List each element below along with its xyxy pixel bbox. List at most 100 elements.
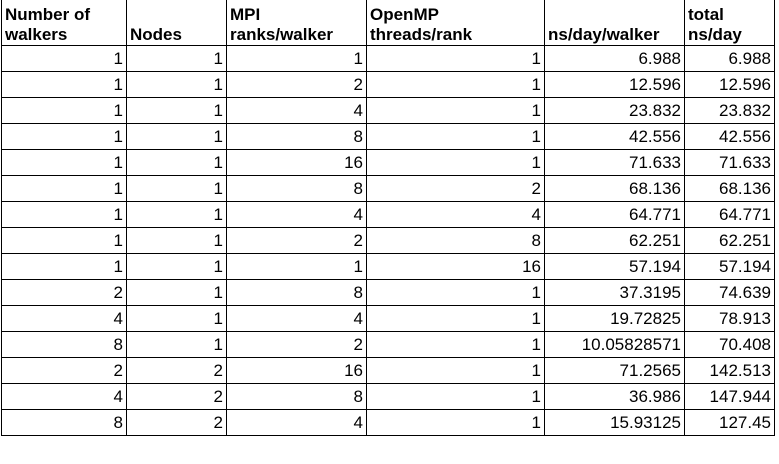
table-cell: 2	[226, 331, 367, 358]
table-row: 1 1 2 8 62.251 62.251	[1, 227, 775, 254]
column-header: Nodes	[126, 0, 227, 46]
table-cell: 1	[1, 227, 127, 254]
table-cell: 1	[1, 175, 127, 202]
table-cell: 62.251	[544, 227, 685, 254]
table-cell: 1	[126, 123, 227, 150]
table-cell: 127.45	[684, 409, 775, 436]
table-cell: 68.136	[684, 175, 775, 202]
table-row: 1 1 4 1 23.832 23.832	[1, 97, 775, 124]
table-row: 1 1 1 1 6.988 6.988	[1, 45, 775, 72]
table-row: 4 1 4 1 19.72825 78.913	[1, 305, 775, 332]
table-cell: 147.944	[684, 383, 775, 410]
column-header: Number of walkers	[1, 0, 127, 46]
table-cell: 57.194	[684, 253, 775, 280]
table-cell: 64.771	[684, 201, 775, 228]
table-cell: 1	[366, 409, 545, 436]
table-cell: 2	[1, 279, 127, 306]
column-header: total ns/day	[684, 0, 775, 46]
table-cell: 37.3195	[544, 279, 685, 306]
table-cell: 1	[226, 253, 367, 280]
table-cell: 62.251	[684, 227, 775, 254]
table-cell: 78.913	[684, 305, 775, 332]
table-cell: 23.832	[684, 97, 775, 124]
table-cell: 16	[226, 357, 367, 384]
table-row: 1 1 1 16 57.194 57.194	[1, 253, 775, 280]
column-header: MPI ranks/walker	[226, 0, 367, 46]
table-cell: 71.633	[684, 149, 775, 176]
table-cell: 8	[366, 227, 545, 254]
table-cell: 74.639	[684, 279, 775, 306]
table-cell: 64.771	[544, 201, 685, 228]
table-cell: 1	[366, 97, 545, 124]
table-cell: 1	[126, 71, 227, 98]
table-cell: 1	[126, 175, 227, 202]
table-cell: 1	[366, 149, 545, 176]
table-cell: 16	[226, 149, 367, 176]
table-cell: 1	[1, 201, 127, 228]
table-body: 1 1 1 1 6.988 6.988 1 1 2 1 12.596 12.596 1 1 4 1 23.832…	[1, 45, 775, 436]
table-cell: 8	[1, 409, 127, 436]
benchmark-table: Number of walkers Nodes MPI ranks/walker Op…	[1, 0, 775, 436]
table-cell: 42.556	[684, 123, 775, 150]
table-row: 2 2 16 1 71.2565 142.513	[1, 357, 775, 384]
table-cell: 8	[226, 175, 367, 202]
table-row: 1 1 16 1 71.633 71.633	[1, 149, 775, 176]
table-cell: 1	[126, 253, 227, 280]
table-cell: 23.832	[544, 97, 685, 124]
table-cell: 4	[366, 201, 545, 228]
table-cell: 1	[126, 279, 227, 306]
table-cell: 1	[126, 227, 227, 254]
table-cell: 1	[226, 45, 367, 72]
table-cell: 1	[1, 149, 127, 176]
table-cell: 1	[1, 71, 127, 98]
table-cell: 6.988	[544, 45, 685, 72]
table-cell: 12.596	[684, 71, 775, 98]
table-cell: 1	[366, 383, 545, 410]
table-cell: 2	[366, 175, 545, 202]
table-cell: 12.596	[544, 71, 685, 98]
table-cell: 1	[126, 149, 227, 176]
table-cell: 1	[1, 123, 127, 150]
table-cell: 4	[226, 409, 367, 436]
table-row: 1 1 4 4 64.771 64.771	[1, 201, 775, 228]
table-cell: 142.513	[684, 357, 775, 384]
table-cell: 1	[1, 97, 127, 124]
table-cell: 19.72825	[544, 305, 685, 332]
table-cell: 8	[226, 383, 367, 410]
table-cell: 8	[226, 123, 367, 150]
table-cell: 1	[126, 201, 227, 228]
table-cell: 1	[366, 71, 545, 98]
table-cell: 10.05828571	[544, 331, 685, 358]
table-cell: 71.2565	[544, 357, 685, 384]
column-header: OpenMP threads/rank	[366, 0, 545, 46]
table-cell: 71.633	[544, 149, 685, 176]
table-cell: 8	[1, 331, 127, 358]
table-row: 1 1 2 1 12.596 12.596	[1, 71, 775, 98]
table-row: 4 2 8 1 36.986 147.944	[1, 383, 775, 410]
table-cell: 2	[126, 357, 227, 384]
table-row: 8 1 2 1 10.05828571 70.408	[1, 331, 775, 358]
table-row: 1 1 8 1 42.556 42.556	[1, 123, 775, 150]
table-cell: 1	[1, 253, 127, 280]
table-cell: 1	[366, 357, 545, 384]
table-row: 1 1 8 2 68.136 68.136	[1, 175, 775, 202]
table-cell: 4	[1, 305, 127, 332]
table-cell: 36.986	[544, 383, 685, 410]
table-cell: 68.136	[544, 175, 685, 202]
table-cell: 4	[1, 383, 127, 410]
table-cell: 1	[126, 45, 227, 72]
table-cell: 2	[126, 409, 227, 436]
table-cell: 16	[366, 253, 545, 280]
table-cell: 2	[226, 227, 367, 254]
table-cell: 57.194	[544, 253, 685, 280]
table-cell: 2	[226, 71, 367, 98]
column-header: ns/day/walker	[544, 0, 685, 46]
table-cell: 8	[226, 279, 367, 306]
table-cell: 1	[126, 331, 227, 358]
table-cell: 4	[226, 305, 367, 332]
header-row: Number of walkers Nodes MPI ranks/walker Op…	[1, 0, 775, 46]
table-cell: 1	[366, 279, 545, 306]
table-cell: 1	[366, 331, 545, 358]
table-cell: 1	[126, 305, 227, 332]
table-row: 8 2 4 1 15.93125 127.45	[1, 409, 775, 436]
